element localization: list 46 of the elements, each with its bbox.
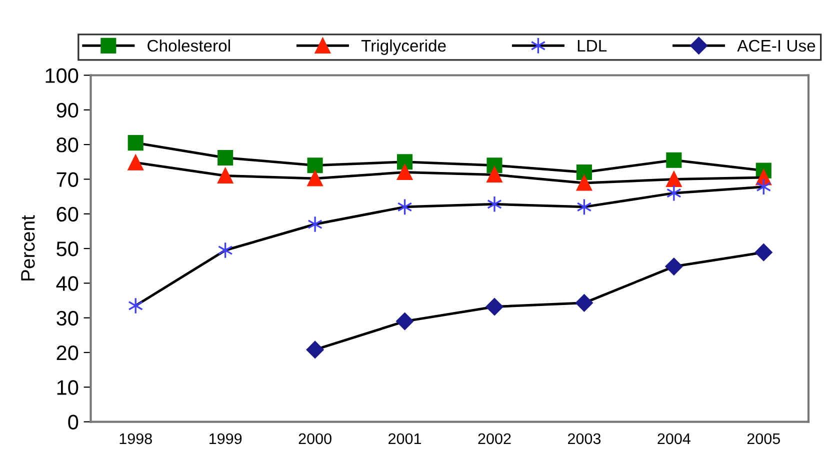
y-tick-label: 80 — [56, 138, 78, 152]
point — [576, 164, 592, 180]
x-tick-label: 2000 — [298, 433, 332, 444]
point — [666, 152, 682, 168]
y-tick-label: 20 — [56, 345, 78, 360]
y-tick-label: 100 — [46, 68, 78, 83]
x-tick-label: 2003 — [568, 433, 601, 444]
point — [128, 135, 144, 151]
point — [396, 164, 413, 180]
point — [486, 298, 504, 316]
point — [754, 244, 772, 262]
legend-label: Triglyceride — [361, 39, 446, 55]
legend-label: ACE-I Use — [737, 40, 816, 52]
point — [218, 150, 234, 166]
x-tick-label: 2005 — [747, 433, 780, 444]
point — [576, 175, 592, 191]
point — [218, 168, 234, 184]
point — [665, 258, 683, 276]
point — [666, 171, 682, 187]
legend-label: LDL — [578, 40, 607, 52]
point — [486, 166, 502, 182]
point — [307, 158, 323, 174]
x-tick-label: 2001 — [388, 433, 422, 444]
point — [307, 170, 323, 186]
y-tick-label: 90 — [56, 102, 78, 118]
y-tick-label: 30 — [56, 310, 78, 326]
point — [128, 154, 144, 170]
y-tick-label: 50 — [56, 242, 78, 256]
point — [396, 154, 413, 170]
point — [487, 196, 502, 213]
y-axis-title: Percent — [21, 215, 35, 280]
x-tick-label: 2002 — [478, 433, 511, 444]
x-tick-label: 1999 — [210, 433, 242, 444]
point — [666, 184, 682, 202]
point — [396, 312, 414, 330]
point — [308, 216, 322, 233]
legend-label: Cholesterol — [148, 39, 230, 52]
point — [306, 341, 324, 358]
x-tick-label: 1998 — [120, 433, 152, 444]
x-tick-label: 2004 — [658, 433, 690, 444]
y-tick-label: 70 — [56, 172, 78, 187]
y-tick-label: 0 — [68, 414, 78, 430]
y-tick-label: 10 — [57, 380, 78, 395]
y-tick-label: 40 — [56, 276, 78, 291]
point — [576, 294, 593, 312]
y-tick-label: 60 — [56, 206, 78, 222]
